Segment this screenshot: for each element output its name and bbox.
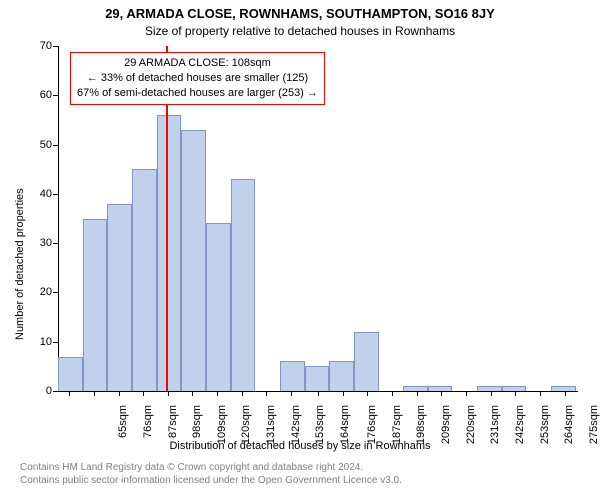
x-tick-mark — [441, 391, 442, 396]
histogram-bar — [157, 115, 182, 391]
histogram-bar — [107, 204, 132, 391]
histogram-bar — [354, 332, 379, 391]
x-tick-label: 242sqm — [514, 405, 526, 455]
histogram-bar — [132, 169, 157, 391]
histogram-bar — [280, 361, 305, 391]
x-tick-label: 198sqm — [415, 405, 427, 455]
y-tick-mark — [53, 95, 58, 96]
y-tick-label: 30 — [30, 237, 52, 249]
footer-line1: Contains HM Land Registry data © Crown c… — [20, 462, 402, 475]
x-tick-label: 275sqm — [588, 405, 600, 455]
x-tick-label: 76sqm — [142, 405, 154, 455]
page-title: 29, ARMADA CLOSE, ROWNHAMS, SOUTHAMPTON,… — [0, 6, 600, 21]
y-tick-label: 50 — [30, 139, 52, 151]
footer-attribution: Contains HM Land Registry data © Crown c… — [20, 462, 402, 487]
x-tick-mark — [392, 391, 393, 396]
x-tick-label: 253sqm — [539, 405, 551, 455]
histogram-bar — [551, 386, 576, 391]
histogram-bar — [83, 219, 108, 392]
x-tick-mark — [291, 391, 292, 396]
y-tick-mark — [53, 292, 58, 293]
histogram-bar — [181, 130, 206, 391]
histogram-bar — [502, 386, 527, 391]
x-tick-label: 142sqm — [290, 405, 302, 455]
x-tick-mark — [266, 391, 267, 396]
x-tick-mark — [318, 391, 319, 396]
y-tick-label: 60 — [30, 89, 52, 101]
histogram-bar — [477, 386, 502, 391]
y-tick-label: 0 — [30, 385, 52, 397]
annotation-box: 29 ARMADA CLOSE: 108sqm ← 33% of detache… — [70, 52, 325, 105]
x-tick-mark — [540, 391, 541, 396]
y-tick-mark — [53, 243, 58, 244]
histogram-bar — [231, 179, 256, 391]
chart-container: 29, ARMADA CLOSE, ROWNHAMS, SOUTHAMPTON,… — [0, 0, 600, 500]
y-tick-label: 20 — [30, 286, 52, 298]
x-tick-mark — [119, 391, 120, 396]
y-axis-label: Number of detached properties — [14, 188, 26, 340]
x-tick-label: 153sqm — [314, 405, 326, 455]
x-tick-label: 220sqm — [465, 405, 477, 455]
x-tick-label: 120sqm — [240, 405, 252, 455]
x-tick-mark — [466, 391, 467, 396]
x-tick-label: 109sqm — [216, 405, 228, 455]
x-tick-mark — [417, 391, 418, 396]
x-tick-mark — [192, 391, 193, 396]
x-tick-mark — [343, 391, 344, 396]
x-tick-mark — [242, 391, 243, 396]
x-tick-mark — [217, 391, 218, 396]
y-tick-mark — [53, 46, 58, 47]
x-tick-mark — [94, 391, 95, 396]
x-tick-mark — [491, 391, 492, 396]
histogram-bar — [206, 223, 231, 391]
x-tick-mark — [515, 391, 516, 396]
y-tick-mark — [53, 194, 58, 195]
annotation-line2: ← 33% of detached houses are smaller (12… — [77, 71, 318, 86]
histogram-bar — [403, 386, 428, 391]
x-tick-label: 187sqm — [391, 405, 403, 455]
x-tick-mark — [143, 391, 144, 396]
y-tick-label: 70 — [30, 40, 52, 52]
y-tick-mark — [53, 391, 58, 392]
histogram-bar — [329, 361, 354, 391]
x-tick-label: 131sqm — [265, 405, 277, 455]
x-tick-label: 231sqm — [489, 405, 501, 455]
x-tick-label: 176sqm — [366, 405, 378, 455]
footer-line2: Contains public sector information licen… — [20, 475, 402, 488]
histogram-bar — [58, 357, 83, 392]
histogram-bar — [305, 366, 330, 391]
y-axis-line — [58, 46, 59, 391]
chart-subtitle: Size of property relative to detached ho… — [0, 24, 600, 38]
x-tick-mark — [168, 391, 169, 396]
y-tick-label: 40 — [30, 188, 52, 200]
x-tick-label: 65sqm — [117, 405, 129, 455]
x-tick-mark — [565, 391, 566, 396]
y-tick-mark — [53, 342, 58, 343]
y-tick-mark — [53, 145, 58, 146]
x-tick-mark — [367, 391, 368, 396]
x-tick-label: 264sqm — [563, 405, 575, 455]
annotation-line3: 67% of semi-detached houses are larger (… — [77, 86, 318, 101]
x-tick-label: 98sqm — [191, 405, 203, 455]
y-tick-label: 10 — [30, 336, 52, 348]
x-tick-label: 87sqm — [167, 405, 179, 455]
annotation-line1: 29 ARMADA CLOSE: 108sqm — [77, 56, 318, 71]
x-tick-mark — [69, 391, 70, 396]
x-tick-label: 209sqm — [440, 405, 452, 455]
histogram-bar — [428, 386, 453, 391]
x-tick-label: 164sqm — [339, 405, 351, 455]
